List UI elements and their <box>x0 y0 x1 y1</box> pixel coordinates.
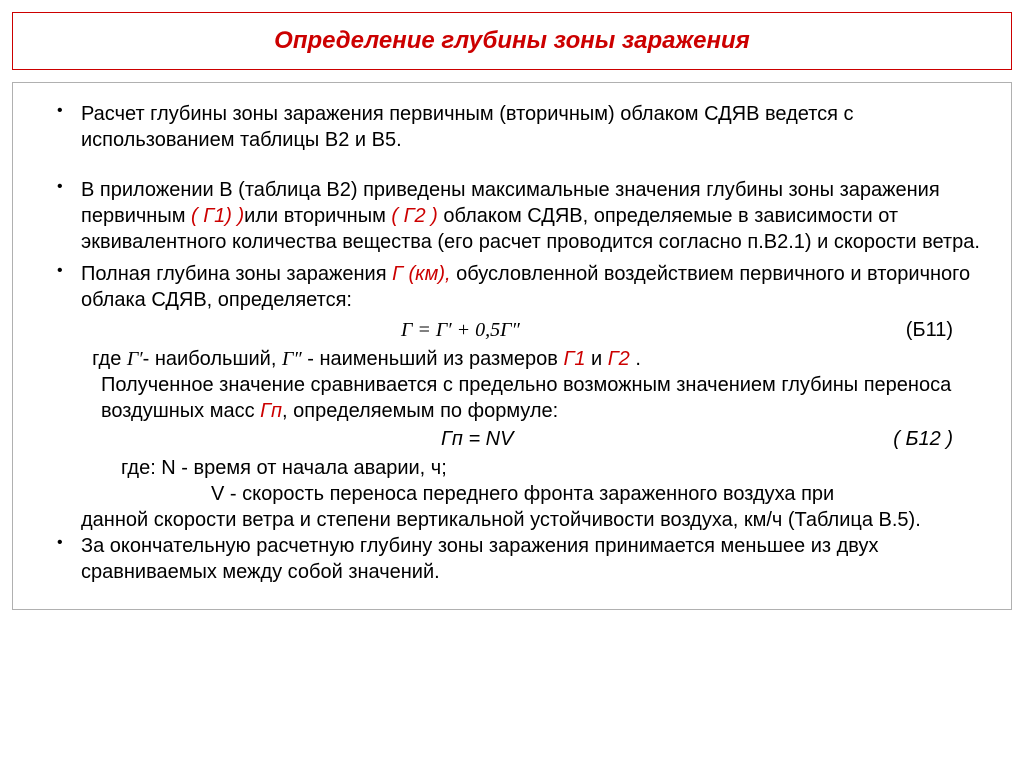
spacing <box>41 159 983 177</box>
bullet-list: Расчет глубины зоны заражения первичным … <box>41 101 983 585</box>
g-prime-symbol: Г′ <box>127 348 143 370</box>
g-double-prime-symbol: Г″ <box>282 348 302 370</box>
gp-symbol: Гп <box>260 400 282 422</box>
formula-2-number: ( Б12 ) <box>893 428 953 451</box>
g-km-symbol: Г (км), <box>392 263 450 285</box>
where1-b: наибольший, <box>149 348 282 370</box>
where1-a: где <box>92 348 127 370</box>
bullet-item-2: В приложении В (таблица В2) приведены ма… <box>41 177 983 255</box>
content-container: Расчет глубины зоны заражения первичным … <box>12 82 1012 610</box>
where2-line1: где: N - время от начала аварии, ч; <box>41 455 983 481</box>
g1-symbol: ( Г1) ) <box>191 205 244 227</box>
para2-text-b: или вторичным <box>244 205 391 227</box>
para3-text-a: Полная глубина зоны заражения <box>81 263 392 285</box>
formula-1-number: (Б11) <box>906 319 953 342</box>
g2-symbol: ( Г2 ) <box>391 205 437 227</box>
where1-c: - наименьший из размеров <box>302 348 564 370</box>
bullet-item-3: Полная глубина зоны заражения Г (км), об… <box>41 261 983 313</box>
bullet-item-5: За окончательную расчетную глубину зоны … <box>41 533 983 585</box>
para4: Полученное значение сравнивается с преде… <box>41 372 983 424</box>
formula-row-1: Г = Г′ + 0,5Г″ (Б11) <box>41 319 983 342</box>
formula-2: Гп = NV <box>441 428 513 451</box>
g1-ref: Г1 <box>563 348 585 370</box>
where2-line2b: данной скорости ветра и степени вертикал… <box>41 507 983 533</box>
para1-text: Расчет глубины зоны заражения первичным … <box>81 103 854 151</box>
formula-1: Г = Г′ + 0,5Г″ <box>401 319 520 342</box>
where-clause-1: где Г′- наибольший, Г″ - наименьший из р… <box>41 346 983 372</box>
para4-b: , определяемым по формуле: <box>282 400 558 422</box>
where2-line2a: V - скорость переноса переднего фронта з… <box>41 481 983 507</box>
para5-text: За окончательную расчетную глубину зоны … <box>81 535 878 583</box>
slide-title: Определение глубины зоны заражения <box>33 27 991 55</box>
where1-d: и <box>585 348 607 370</box>
title-container: Определение глубины зоны заражения <box>12 12 1012 70</box>
where1-e: . <box>630 348 641 370</box>
g2-ref: Г2 <box>608 348 630 370</box>
bullet-item-1: Расчет глубины зоны заражения первичным … <box>41 101 983 153</box>
formula-row-2: Гп = NV ( Б12 ) <box>41 428 983 451</box>
